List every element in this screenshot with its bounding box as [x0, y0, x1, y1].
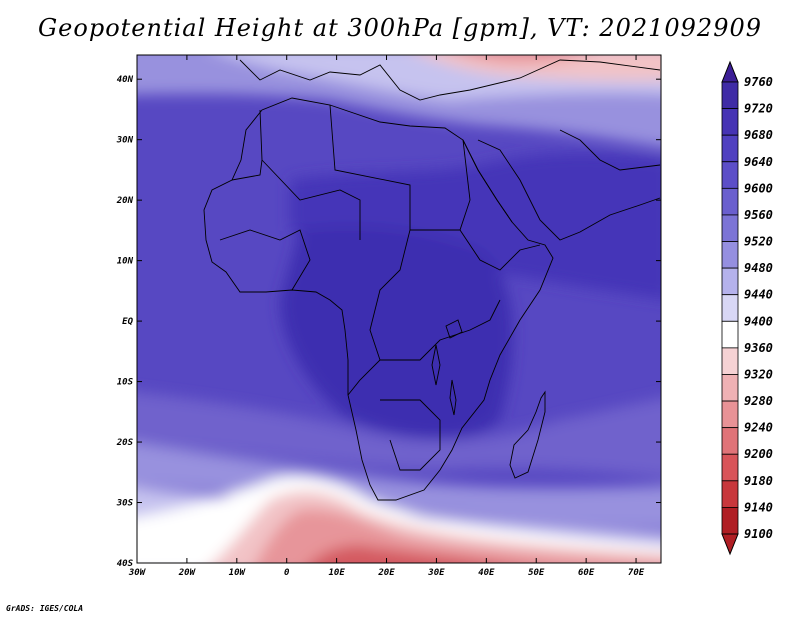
internal-border-7	[219, 229, 311, 291]
grads-credit: GrADS: IGES/COLA	[6, 604, 84, 613]
colorbar-label: 9400	[744, 314, 773, 328]
internal-border-1	[259, 109, 361, 240]
lon-tick-label: 70E	[628, 568, 645, 578]
lon-tick-label: 10W	[229, 568, 247, 578]
colorbar-swatch	[721, 480, 739, 508]
colorbar-label: 9280	[744, 394, 773, 408]
field-north-red	[465, 55, 580, 63]
colorbar-label: 9360	[744, 341, 773, 355]
red-sea-west	[462, 139, 513, 223]
colorbar-swatch	[721, 400, 739, 429]
colorbar-label: 9680	[744, 128, 773, 142]
colorbar-label: 9720	[744, 102, 773, 116]
internal-border-4	[459, 229, 541, 271]
persian-gulf	[559, 129, 661, 171]
map-title: Geopotential Height at 300hPa [gpm], VT:…	[38, 14, 762, 42]
lat-tick-label: 20N	[116, 196, 134, 206]
lat-tick-label: 20S	[116, 438, 134, 448]
latitude-ticks: 40N 30N 20N 10N EQ 10S 20S 30S 40S	[116, 75, 661, 569]
field-south-edge	[137, 392, 661, 478]
colorbar-swatch	[721, 294, 739, 322]
lon-tick-label: 20W	[178, 568, 197, 578]
colorbar-label: 9320	[744, 367, 773, 381]
colorbar-swatch	[721, 81, 739, 109]
colorbar-label: 9440	[744, 288, 773, 302]
lat-tick-label: 10N	[117, 257, 134, 267]
internal-border-3	[347, 229, 411, 396]
colorbar: 9760 9720 9680 9640 9600 9560 9520 9480 9440 9400…	[721, 60, 773, 556]
lon-tick-label: 30E	[427, 568, 445, 578]
lon-tick-label: 20E	[377, 568, 395, 578]
colorbar-label: 9640	[744, 155, 773, 169]
field-south-light	[137, 442, 661, 530]
lon-tick-label: 0	[284, 568, 290, 578]
colorbar-swatch	[721, 267, 739, 296]
lon-tick-label: 30W	[128, 568, 147, 578]
colorbar-top-arrow	[721, 60, 739, 83]
lat-tick-label: EQ	[122, 317, 133, 327]
colorbar-label: 9600	[744, 181, 773, 195]
colorbar-label: 9240	[744, 421, 773, 435]
height-field	[137, 55, 661, 563]
field-core-north	[290, 153, 661, 299]
lat-tick-label: 40S	[117, 559, 134, 569]
lake-tanganyika	[431, 344, 441, 386]
map-border	[136, 54, 662, 564]
colorbar-label: 9480	[744, 261, 773, 275]
madagascar	[509, 390, 546, 479]
lon-tick-label: 50E	[528, 568, 545, 578]
colorbar-label: 9560	[744, 208, 773, 222]
lake-victoria	[445, 319, 463, 339]
colorbar-swatch	[721, 347, 739, 375]
colorbar-swatch	[721, 108, 739, 136]
country-borders	[203, 59, 661, 501]
colorbar-swatch	[721, 453, 739, 482]
colorbar-label: 9180	[744, 474, 773, 488]
colorbar-swatch	[721, 134, 739, 163]
colorbar-swatch	[721, 161, 739, 189]
colorbar-label: 9760	[744, 75, 773, 89]
lake-malawi	[449, 379, 457, 416]
lat-tick-label: 10S	[117, 378, 134, 388]
colorbar-label: 9140	[744, 500, 773, 514]
colorbar-swatch	[721, 320, 739, 349]
lat-tick-label: 40N	[117, 75, 134, 85]
arabia-coast	[477, 139, 661, 241]
colorbar-swatch	[721, 187, 739, 216]
colorbar-bottom-arrow	[721, 533, 739, 556]
colorbar-swatch	[721, 214, 739, 242]
lon-tick-label: 10E	[328, 568, 345, 578]
field-core-africa	[280, 226, 514, 439]
africa-coastline	[203, 97, 554, 501]
longitude-ticks: 30W 20W 10W 0 10E 20E 30E 40E 50E 60E 70E	[128, 55, 645, 578]
internal-border-8	[231, 159, 263, 181]
colorbar-swatch	[721, 374, 739, 402]
europe-coast	[239, 59, 661, 101]
field-south-red	[310, 545, 497, 563]
colorbar-swatch	[721, 241, 739, 269]
colorbar-swatch	[721, 507, 739, 535]
lat-tick-label: 30N	[116, 136, 134, 146]
colorbar-label: 9100	[744, 527, 773, 541]
colorbar-swatch	[721, 427, 739, 455]
internal-border-6	[380, 399, 441, 471]
lon-tick-label: 40E	[478, 568, 495, 578]
colorbar-label: 9200	[744, 447, 773, 461]
colorbar-label: 9520	[744, 235, 773, 249]
lat-tick-label: 30S	[116, 499, 134, 509]
map-frame: 30W 20W 10W 0 10E 20E 30E 40E 50E 60E 70E 40N 30N 20…	[116, 54, 662, 578]
lon-tick-label: 60E	[578, 568, 595, 578]
